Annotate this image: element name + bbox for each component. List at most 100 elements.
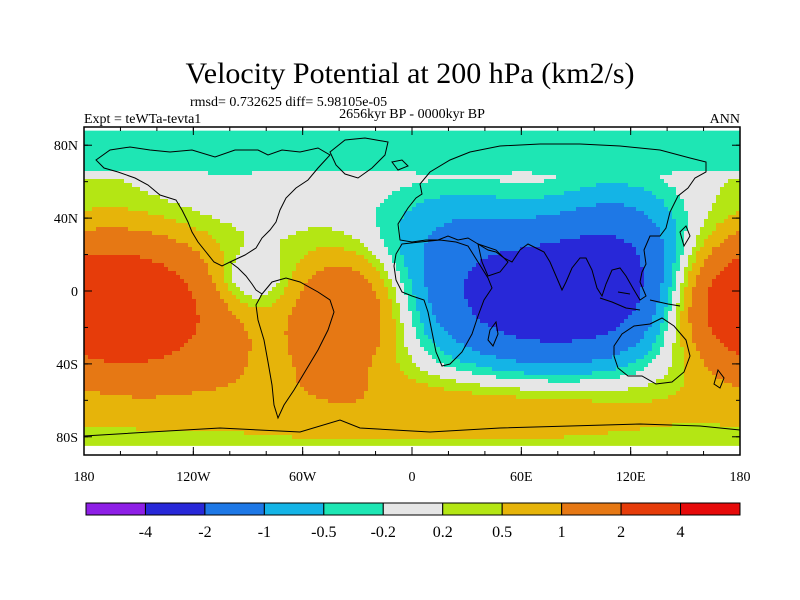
field-cell: [412, 243, 417, 248]
field-cell: [560, 171, 565, 176]
field-cell: [296, 215, 301, 220]
field-cell: [336, 235, 341, 240]
field-cell: [172, 219, 177, 224]
field-cell: [112, 199, 117, 204]
field-cell: [212, 199, 217, 204]
field-cell: [304, 207, 309, 212]
field-cell: [320, 235, 325, 240]
field-cell: [160, 223, 165, 228]
field-cell: [624, 223, 629, 228]
field-cell: [332, 191, 337, 196]
field-cell: [708, 139, 713, 144]
field-cell: [256, 187, 261, 192]
field-cell: [160, 159, 165, 164]
field-cell: [172, 135, 177, 140]
field-cell: [468, 243, 473, 248]
field-cell: [672, 223, 677, 228]
field-cell: [336, 171, 341, 176]
field-cell: [444, 171, 449, 176]
field-cell: [124, 227, 129, 232]
field-cell: [640, 171, 645, 176]
field-cell: [456, 195, 461, 200]
field-cell: [88, 235, 93, 240]
field-cell: [568, 219, 573, 224]
field-cell: [656, 167, 661, 172]
field-cell: [384, 195, 389, 200]
field-cell: [344, 231, 349, 236]
field-cell: [448, 187, 453, 192]
field-cell: [440, 235, 445, 240]
field-cell: [272, 247, 277, 252]
field-cell: [296, 183, 301, 188]
field-cell: [260, 183, 265, 188]
field-cell: [140, 207, 145, 212]
field-cell: [260, 203, 265, 208]
field-cell: [420, 231, 425, 236]
field-cell: [352, 195, 357, 200]
field-cell: [604, 183, 609, 188]
field-cell: [336, 175, 341, 180]
field-cell: [188, 155, 193, 160]
field-cell: [368, 199, 373, 204]
field-cell: [680, 135, 685, 140]
field-cell: [92, 239, 97, 244]
field-cell: [436, 135, 441, 140]
field-cell: [340, 151, 345, 156]
field-cell: [92, 191, 97, 196]
field-cell: [408, 139, 413, 144]
field-cell: [244, 171, 249, 176]
field-cell: [376, 155, 381, 160]
field-cell: [428, 147, 433, 152]
field-cell: [468, 131, 473, 136]
field-cell: [300, 239, 305, 244]
field-cell: [260, 223, 265, 228]
field-cell: [464, 239, 469, 244]
field-cell: [552, 195, 557, 200]
field-cell: [84, 183, 89, 188]
field-cell: [736, 207, 740, 212]
field-cell: [668, 239, 673, 244]
field-cell: [464, 147, 469, 152]
field-cell: [716, 155, 721, 160]
field-cell: [240, 187, 245, 192]
field-cell: [572, 239, 577, 244]
field-cell: [184, 143, 189, 148]
field-cell: [580, 147, 585, 152]
field-cell: [292, 231, 297, 236]
field-cell: [688, 167, 693, 172]
field-cell: [188, 183, 193, 188]
field-cell: [592, 147, 597, 152]
field-cell: [300, 147, 305, 152]
field-cell: [512, 219, 517, 224]
field-cell: [252, 195, 257, 200]
field-cell: [496, 191, 501, 196]
field-cell: [312, 235, 317, 240]
field-cell: [524, 219, 529, 224]
field-cell: [352, 143, 357, 148]
field-cell: [84, 163, 89, 168]
field-cell: [196, 215, 201, 220]
field-cell: [636, 171, 641, 176]
field-cell: [732, 155, 737, 160]
field-cell: [668, 143, 673, 148]
field-cell: [452, 135, 457, 140]
field-cell: [712, 171, 717, 176]
field-cell: [200, 247, 205, 252]
field-cell: [552, 179, 557, 184]
field-cell: [528, 207, 533, 212]
field-cell: [320, 143, 325, 148]
field-cell: [680, 219, 685, 224]
field-cell: [364, 195, 369, 200]
field-cell: [232, 131, 237, 136]
field-cell: [544, 131, 549, 136]
field-cell: [388, 147, 393, 152]
field-cell: [116, 247, 121, 252]
field-cell: [88, 227, 93, 232]
field-cell: [708, 155, 713, 160]
field-cell: [212, 143, 217, 148]
field-cell: [672, 155, 677, 160]
field-cell: [692, 159, 697, 164]
field-cell: [716, 211, 721, 216]
field-cell: [640, 183, 645, 188]
field-cell: [336, 183, 341, 188]
